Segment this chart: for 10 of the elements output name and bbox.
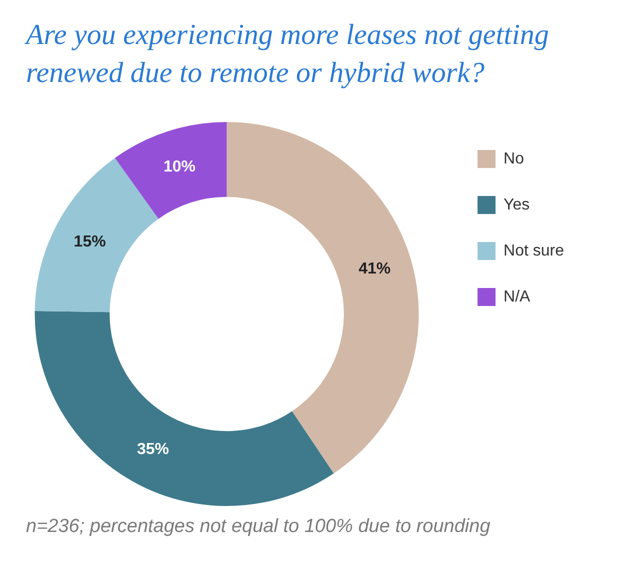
data-label: 15% (74, 234, 106, 251)
legend-label: No (504, 150, 524, 168)
legend-label: Yes (504, 196, 530, 214)
data-label: 35% (136, 441, 169, 458)
text: n=236; percentages not equal to 100% due to rounding (26, 516, 490, 538)
data-label: 41% (358, 260, 391, 278)
legend-label: N/A (504, 288, 531, 306)
chart-title: Are you experiencing more leases not getting renewed due to remote or hybrid work? (26, 18, 550, 91)
legend-label: Not sure (504, 242, 564, 260)
data-label: 10% (163, 158, 196, 176)
